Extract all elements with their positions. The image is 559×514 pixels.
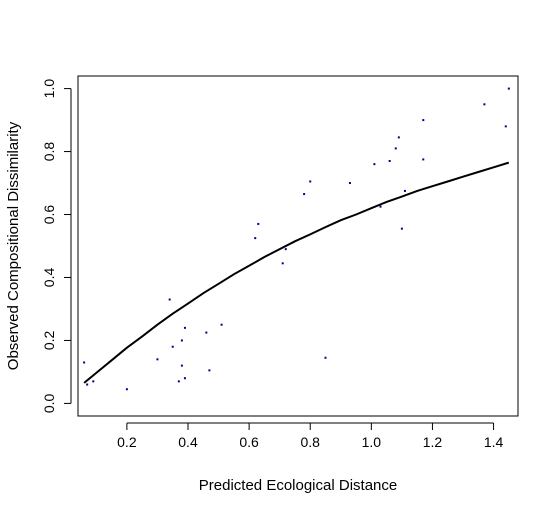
data-point: [220, 323, 223, 326]
x-axis: 0.2 0.4 0.6 0.8 1.0 1.2 1.4: [117, 422, 504, 450]
data-point: [324, 356, 327, 359]
data-point: [373, 163, 376, 166]
y-tick-label: 0.6: [41, 205, 57, 225]
data-point: [92, 380, 95, 383]
data-point: [86, 383, 89, 386]
data-point: [171, 345, 174, 348]
data-point: [403, 189, 406, 192]
data-point: [281, 262, 284, 265]
y-tick-label: 0.4: [41, 268, 57, 288]
data-point: [394, 147, 397, 150]
data-point: [309, 180, 312, 183]
data-point: [168, 298, 171, 301]
data-point: [504, 125, 507, 128]
y-tick-label: 0.8: [41, 142, 57, 162]
data-points: [83, 87, 510, 391]
plot-frame: [77, 75, 519, 417]
data-point: [303, 193, 306, 196]
y-axis-title: Observed Compositional Dissimilarity: [5, 121, 22, 370]
data-point: [156, 358, 159, 361]
y-axis: 0.0 0.2 0.4 0.6 0.8 1.0: [41, 79, 72, 413]
data-point: [180, 364, 183, 367]
data-point: [177, 380, 180, 383]
x-tick-label: 1.0: [362, 434, 382, 450]
data-point: [422, 158, 425, 161]
data-point: [183, 326, 186, 329]
x-tick-label: 1.2: [423, 434, 443, 450]
y-tick-label: 0.0: [41, 393, 57, 413]
data-point: [422, 119, 425, 122]
data-point: [507, 87, 510, 90]
data-point: [257, 222, 260, 225]
data-point: [400, 227, 403, 230]
x-tick-label: 0.2: [117, 434, 137, 450]
data-point: [397, 136, 400, 139]
data-point: [208, 369, 211, 372]
data-point: [348, 182, 351, 185]
data-point: [125, 388, 128, 391]
data-point: [284, 248, 287, 251]
data-point: [254, 237, 257, 240]
y-tick-label: 1.0: [41, 79, 57, 99]
x-tick-label: 0.4: [178, 434, 198, 450]
data-point: [379, 205, 382, 208]
x-tick-label: 0.8: [300, 434, 320, 450]
data-point: [183, 377, 186, 380]
x-tick-label: 0.6: [239, 434, 259, 450]
data-point: [388, 160, 391, 162]
data-point: [180, 339, 183, 342]
y-tick-label: 0.2: [41, 331, 57, 351]
fitted-curve: [83, 161, 510, 384]
data-point: [205, 331, 208, 334]
x-axis-title: Predicted Ecological Distance: [199, 477, 397, 494]
x-tick-label: 1.4: [484, 434, 504, 450]
data-point: [483, 103, 486, 106]
data-point: [83, 361, 86, 364]
